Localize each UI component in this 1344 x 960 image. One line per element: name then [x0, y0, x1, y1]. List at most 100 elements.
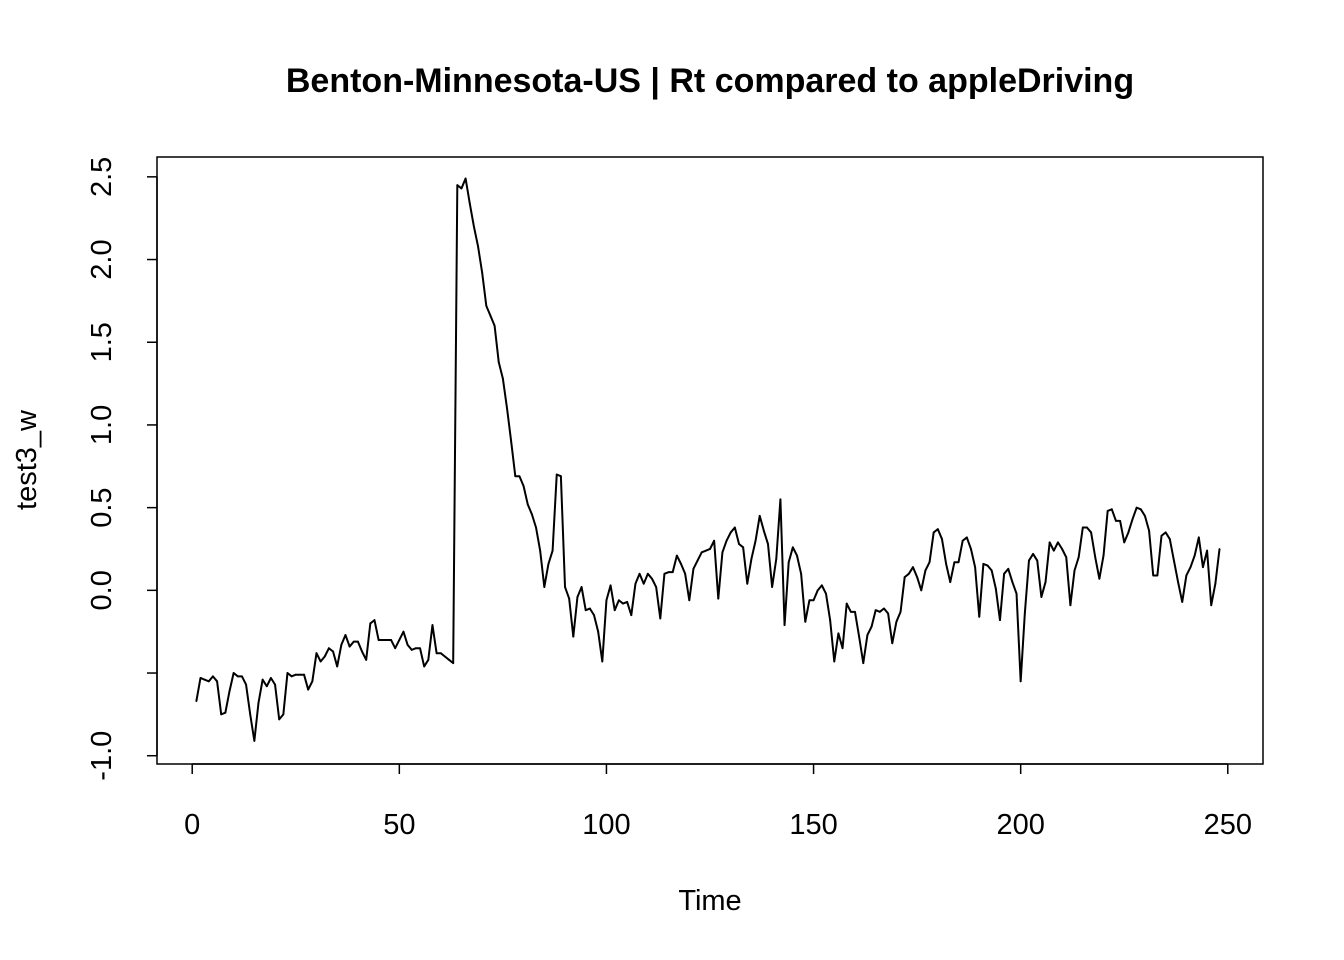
chart-title: Benton-Minnesota-US | Rt compared to app…: [286, 62, 1134, 100]
data-point: [443, 655, 446, 658]
data-point: [974, 566, 977, 569]
data-point: [518, 475, 521, 478]
data-point: [949, 581, 952, 583]
data-point: [270, 677, 272, 679]
data-point: [961, 539, 964, 542]
data-point: [1102, 554, 1105, 557]
data-point: [224, 711, 227, 714]
data-point: [609, 584, 612, 587]
data-point: [323, 655, 326, 658]
data-point: [514, 475, 517, 478]
data-point: [783, 624, 786, 626]
data-point: [1164, 531, 1167, 534]
data-point: [990, 569, 993, 572]
data-point: [833, 660, 836, 663]
data-point: [1119, 519, 1121, 522]
data-point: [559, 475, 562, 478]
data-point: [617, 599, 620, 602]
data-point: [721, 551, 724, 554]
data-point: [791, 546, 794, 549]
data-point: [357, 640, 359, 643]
data-point: [232, 672, 235, 674]
data-point: [1057, 541, 1059, 544]
data-point: [978, 615, 981, 618]
data-point: [580, 586, 583, 588]
data-point: [1090, 531, 1092, 534]
data-point: [849, 610, 852, 613]
y-tick-label: 2.5: [86, 157, 118, 197]
data-point: [1168, 538, 1171, 540]
data-point: [1098, 577, 1101, 580]
data-point: [1011, 581, 1014, 583]
data-point: [870, 625, 873, 628]
data-point: [195, 700, 198, 703]
data-point: [924, 569, 927, 572]
data-point: [394, 647, 397, 650]
data-point: [941, 538, 943, 540]
data-point: [733, 526, 736, 529]
data-point: [365, 658, 368, 661]
data-point: [1135, 506, 1138, 509]
data-point: [398, 639, 401, 641]
data-point: [576, 596, 579, 598]
data-point: [1028, 559, 1030, 562]
data-point: [1077, 556, 1080, 559]
data-point: [895, 620, 898, 623]
data-point: [999, 619, 1001, 622]
data-point: [1127, 531, 1130, 534]
data-point: [800, 572, 803, 575]
x-tick-label: 150: [789, 809, 837, 841]
data-point: [837, 632, 840, 635]
data-point: [506, 407, 508, 410]
data-point: [1173, 559, 1175, 562]
data-point: [522, 485, 525, 488]
data-point: [605, 599, 608, 602]
data-point: [472, 225, 475, 228]
data-point: [539, 549, 542, 552]
data-point: [572, 635, 575, 638]
data-point: [883, 607, 885, 610]
data-point: [675, 554, 678, 557]
data-point: [299, 673, 301, 676]
data-point: [390, 639, 392, 641]
data-point: [1073, 569, 1076, 572]
data-point: [878, 610, 881, 613]
data-point: [1210, 604, 1213, 607]
data-point: [535, 526, 537, 529]
data-point: [207, 680, 210, 683]
data-point: [348, 645, 351, 648]
data-point: [1115, 519, 1117, 522]
data-point: [497, 361, 500, 363]
data-point: [903, 576, 906, 579]
data-point: [858, 635, 861, 638]
data-point: [1144, 515, 1146, 517]
data-point: [779, 498, 782, 501]
data-point: [543, 586, 546, 588]
data-point: [588, 607, 591, 610]
data-point: [762, 529, 765, 532]
data-point: [385, 639, 388, 641]
data-point: [725, 539, 728, 542]
data-point: [584, 609, 587, 612]
data-point: [290, 675, 293, 678]
data-point: [1036, 559, 1039, 562]
data-point: [593, 614, 595, 617]
y-tick-label: 2.0: [86, 239, 118, 279]
data-point: [551, 549, 554, 552]
data-point: [352, 640, 355, 643]
data-point: [236, 675, 239, 678]
x-tick-label: 50: [383, 809, 415, 841]
data-point: [414, 647, 417, 650]
data-point: [1106, 510, 1109, 512]
data-point: [651, 577, 653, 580]
data-point: [1023, 612, 1026, 615]
data-point: [957, 561, 960, 564]
data-point: [1197, 536, 1200, 539]
data-point: [920, 589, 923, 592]
data-point: [381, 639, 384, 641]
data-point: [216, 680, 218, 683]
series-line: [195, 177, 1221, 742]
data-point: [435, 652, 438, 655]
data-point: [547, 562, 550, 565]
data-point: [1003, 572, 1006, 575]
